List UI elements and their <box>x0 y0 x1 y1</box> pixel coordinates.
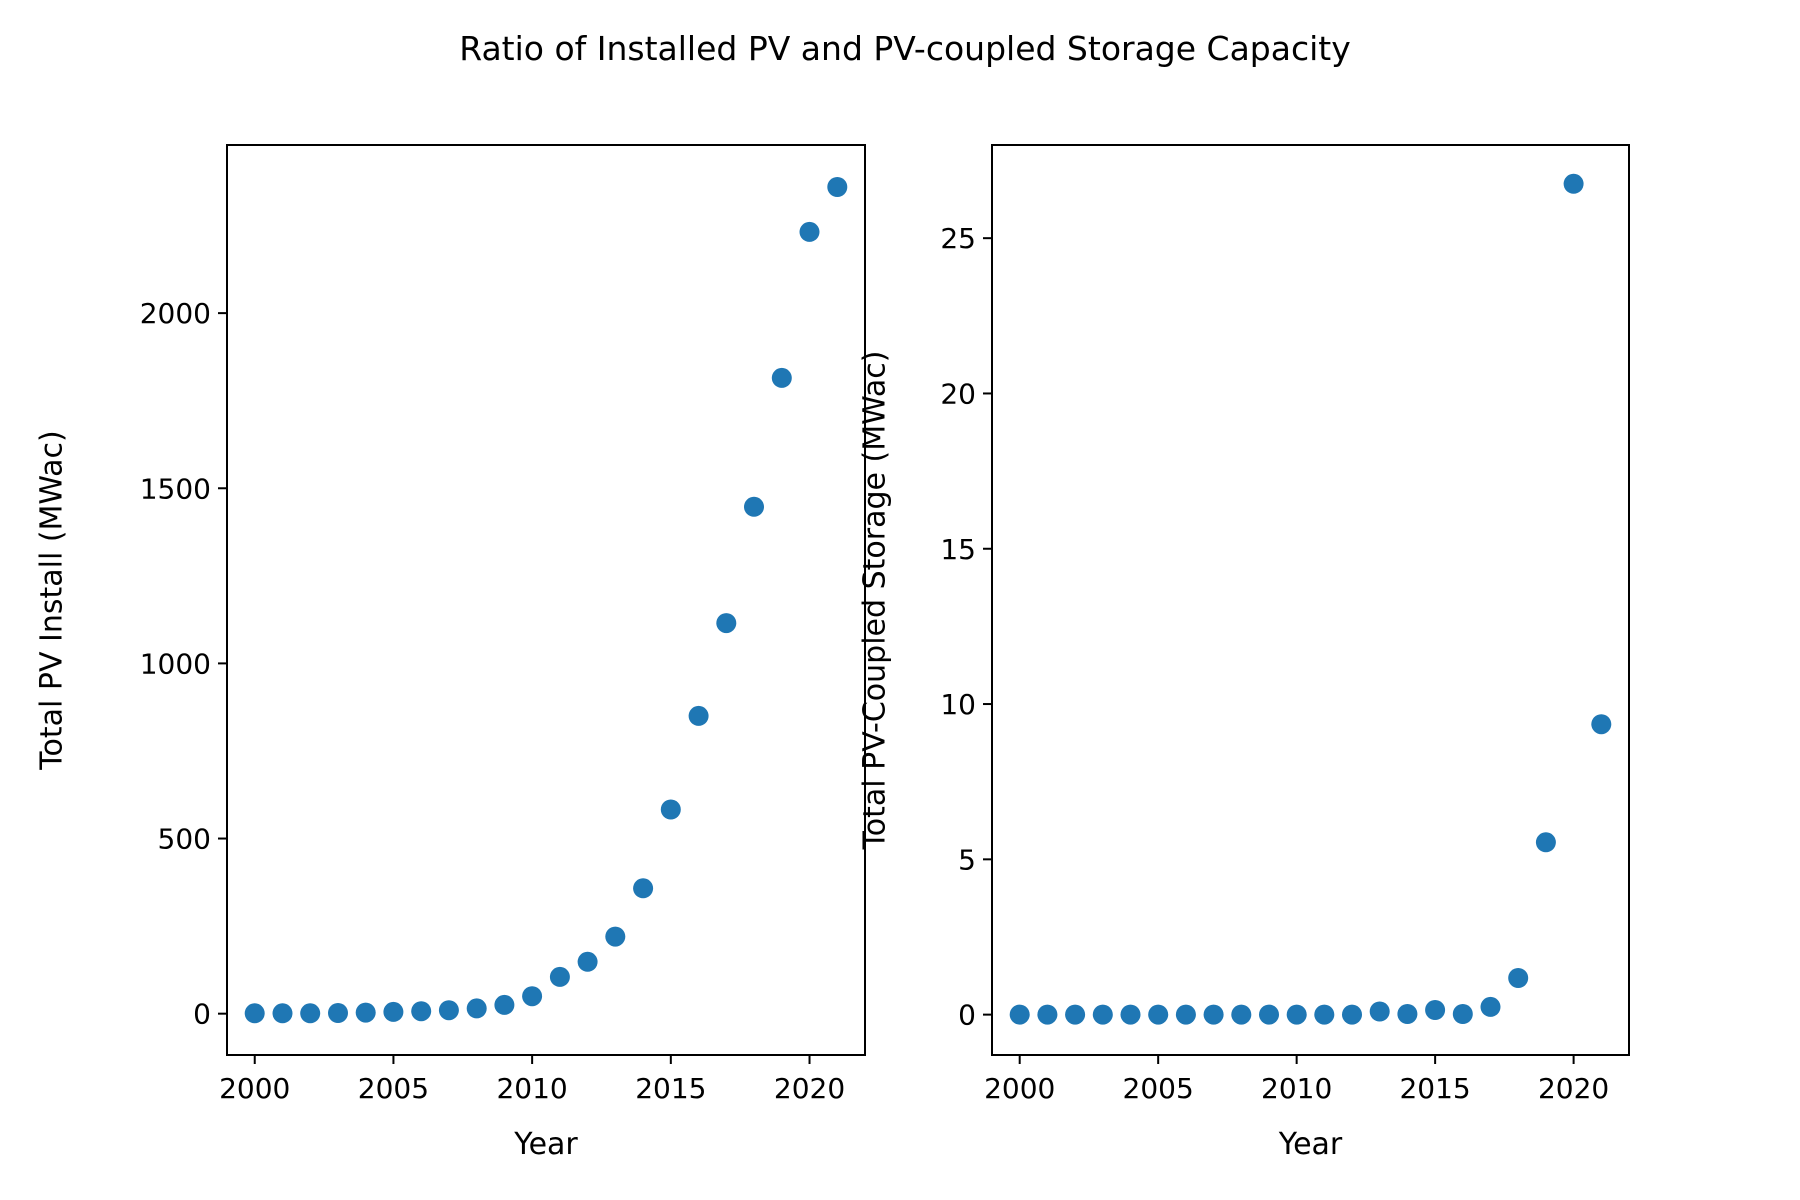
storage-y-axis-label: Total PV-Coupled Storage (MWac) <box>858 351 893 851</box>
storage-data-point <box>1314 1004 1335 1025</box>
pv-install-panel: 2000 2005 2010 2015 2020 0 500 1000 1500 2000 Year… <box>35 144 866 1162</box>
pv-install-x-tick-label: 2010 <box>496 1072 567 1105</box>
pv-install-data-point <box>438 1000 459 1021</box>
storage-x-tick-label: 2015 <box>1399 1072 1470 1105</box>
pv-install-y-tick-label: 500 <box>158 823 211 856</box>
pv-install-data-point <box>799 221 820 242</box>
figure-title: Ratio of Installed PV and PV-coupled Sto… <box>459 29 1351 68</box>
storage-y-tick-label: 15 <box>940 533 976 566</box>
storage-x-tick-label: 2020 <box>1538 1072 1609 1105</box>
storage-data-point <box>1452 1004 1473 1024</box>
pv-install-data-point <box>771 367 792 388</box>
storage-x-axis-label: Year <box>1278 1127 1343 1162</box>
storage-x-tick-label: 2010 <box>1261 1072 1332 1105</box>
pv-install-data-point <box>633 878 654 899</box>
storage-data-point <box>1259 1004 1279 1025</box>
storage-data-point <box>1480 996 1501 1017</box>
storage-data-point <box>1508 968 1529 988</box>
pv-install-y-tick-label: 1500 <box>140 472 211 505</box>
pv-install-x-tick-label: 2015 <box>635 1072 706 1105</box>
pv-install-data-point <box>300 1003 321 1024</box>
pv-install-data-point <box>244 1003 265 1024</box>
pv-install-data-point <box>577 951 598 972</box>
pv-install-y-axis-label: Total PV Install (MWac) <box>35 430 70 771</box>
pv-install-data-point <box>744 496 764 517</box>
pv-install-y-tick-label: 1000 <box>140 647 211 680</box>
pv-install-data-point <box>272 1003 293 1024</box>
storage-x-tick-label: 2000 <box>984 1072 1055 1105</box>
storage-data-point <box>1286 1004 1307 1025</box>
storage-data-point <box>1175 1004 1196 1025</box>
pv-install-data-point <box>827 177 848 197</box>
pv-install-data-point <box>522 986 543 1007</box>
pv-install-x-axis-label: Year <box>513 1127 578 1162</box>
storage-data-point <box>1231 1004 1252 1025</box>
pv-install-axes-frame <box>226 144 866 1056</box>
pv-install-x-tick-label: 2005 <box>358 1072 429 1105</box>
storage-y-tick-label: 0 <box>958 999 976 1032</box>
storage-data-point <box>1203 1004 1224 1025</box>
storage-data-point <box>1397 1004 1418 1024</box>
storage-data-point <box>1120 1004 1141 1025</box>
pv-install-data-point <box>494 994 515 1015</box>
storage-data-point <box>1148 1004 1169 1025</box>
pv-install-data-point <box>716 613 737 634</box>
storage-data-point <box>1425 1000 1446 1020</box>
storage-y-tick-label: 20 <box>940 377 976 410</box>
pv-install-y-tick-label: 2000 <box>140 297 211 330</box>
storage-y-tick-label: 10 <box>940 688 976 721</box>
storage-y-tick-label: 25 <box>940 222 976 255</box>
storage-data-point <box>1092 1004 1113 1025</box>
storage-data-point <box>1342 1004 1362 1025</box>
storage-axes-frame <box>991 144 1630 1056</box>
pv-install-data-point <box>466 998 487 1019</box>
storage-data-point <box>1591 714 1612 735</box>
pv-install-data-point <box>411 1001 432 1022</box>
pv-install-data-point <box>328 1003 348 1023</box>
pv-install-data-point <box>383 1001 404 1022</box>
storage-data-point <box>1535 832 1556 853</box>
storage-data-point <box>1563 173 1584 194</box>
pv-install-x-tick-label: 2020 <box>774 1072 845 1105</box>
pv-install-x-tick-label: 2000 <box>219 1072 290 1105</box>
pv-install-data-point <box>605 926 626 947</box>
storage-x-tick-label: 2005 <box>1123 1072 1194 1105</box>
pv-install-data-point <box>688 705 709 726</box>
storage-data-point <box>1065 1004 1086 1025</box>
storage-y-tick-label: 5 <box>958 843 976 876</box>
storage-data-point <box>1037 1004 1058 1025</box>
storage-data-point <box>1009 1004 1030 1025</box>
storage-panel: 2000 2005 2010 2015 2020 0 5 10 15 20 25 Year Total … <box>858 144 1630 1162</box>
pv-install-data-point <box>549 966 570 987</box>
pv-install-data-point <box>355 1002 376 1023</box>
pv-install-y-tick-label: 0 <box>193 998 211 1031</box>
storage-data-point <box>1369 1001 1390 1022</box>
pv-install-data-point <box>660 799 681 820</box>
